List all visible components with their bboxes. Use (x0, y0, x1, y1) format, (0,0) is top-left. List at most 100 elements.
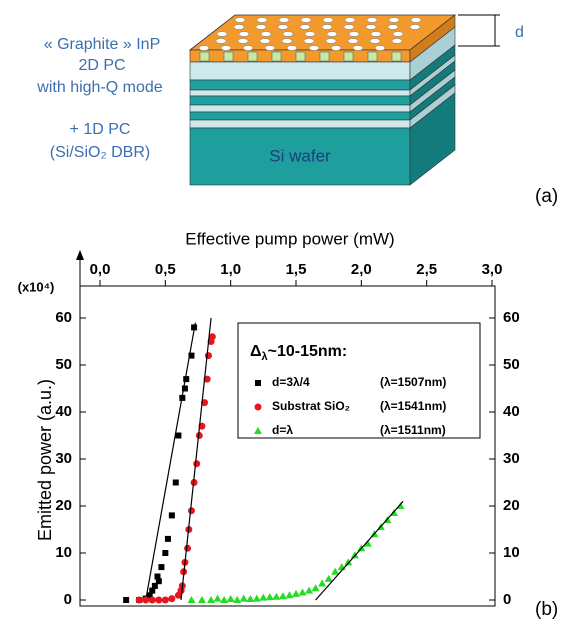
hole (410, 25, 420, 30)
y-tick-label: 30 (55, 450, 72, 467)
hole (344, 25, 354, 30)
hole (348, 39, 358, 44)
layer (190, 120, 410, 128)
x-tick-label: 1,5 (286, 261, 307, 278)
point (162, 550, 168, 556)
hole (392, 39, 402, 44)
fit-line (146, 323, 196, 600)
point (205, 352, 212, 359)
point (255, 380, 261, 386)
point (299, 588, 307, 595)
hole (322, 25, 332, 30)
panel-label: (a) (535, 186, 558, 207)
hole (217, 32, 227, 37)
wafer-label: Si wafer (269, 146, 331, 165)
y-tick-label: 20 (55, 497, 72, 514)
y-tick-label: 50 (55, 356, 72, 373)
layer (190, 105, 410, 112)
arrow-head (76, 250, 84, 260)
legend-title-part: ~10-15nm: (268, 343, 348, 360)
y-tick-label: 20 (503, 497, 520, 514)
label: 2D PC (78, 57, 125, 74)
point (123, 597, 129, 603)
point (214, 595, 222, 602)
diagram: « Graphite » InP 2D PC with high-Q mode … (36, 15, 558, 207)
y-tick-label: 60 (55, 309, 72, 326)
y-tick-label: 10 (503, 544, 520, 561)
y-tick-label: 30 (503, 450, 520, 467)
hole (265, 46, 275, 51)
x-tick-label: 0,0 (90, 261, 111, 278)
y-tick-label: 50 (503, 356, 520, 373)
label: with high-Q mode (36, 79, 162, 96)
legend-wavelength: (λ=1541nm) (380, 399, 446, 413)
pillar (344, 52, 353, 61)
hole (238, 39, 248, 44)
hole (279, 18, 289, 23)
point (292, 590, 300, 597)
point (187, 596, 195, 603)
point (156, 578, 162, 584)
point (188, 507, 195, 514)
hole (411, 18, 421, 23)
hole (388, 25, 398, 30)
hole (323, 18, 333, 23)
hole (366, 25, 376, 30)
point (266, 593, 274, 600)
hole (256, 25, 266, 30)
hole (309, 46, 319, 51)
thickness-label: d (515, 24, 524, 41)
y-tick-label: 0 (64, 591, 72, 608)
hole (239, 32, 249, 37)
legend-title-part: Δ (250, 343, 262, 360)
legend-label: d=λ (272, 423, 293, 437)
layer (190, 62, 410, 80)
hole (375, 46, 385, 51)
point (305, 587, 313, 594)
hole (235, 18, 245, 23)
point (175, 433, 181, 439)
figure: « Graphite » InP 2D PC with high-Q mode … (0, 0, 574, 626)
hole (283, 32, 293, 37)
hole (331, 46, 341, 51)
pillar (392, 52, 401, 61)
layer (190, 80, 410, 90)
point (285, 591, 293, 598)
hole (221, 46, 231, 51)
point (272, 593, 280, 600)
hole (371, 32, 381, 37)
hole (301, 18, 311, 23)
hole (345, 18, 355, 23)
point (312, 584, 320, 591)
y-axis-title: Emitted power (a.u.) (35, 379, 55, 541)
hole (300, 25, 310, 30)
hole (353, 46, 363, 51)
point (255, 404, 262, 411)
point (158, 564, 164, 570)
x-tick-label: 2,5 (416, 261, 437, 278)
point (169, 512, 175, 518)
point (193, 460, 200, 467)
y-tick-label: 60 (503, 309, 520, 326)
point (198, 596, 206, 603)
hole (199, 46, 209, 51)
hole (393, 32, 403, 37)
y-multiplier: (x10⁴) (18, 279, 55, 294)
point (149, 597, 156, 604)
legend-label: d=3λ/4 (272, 375, 310, 389)
x-axis-title: Effective pump power (mW) (185, 229, 394, 248)
x-tick-label: 1,0 (220, 261, 241, 278)
point (240, 595, 248, 602)
point (184, 545, 191, 552)
y-tick-label: 40 (503, 403, 520, 420)
point (165, 536, 171, 542)
point (318, 580, 326, 587)
y-tick-label: 10 (55, 544, 72, 561)
legend-wavelength: (λ=1511nm) (380, 423, 446, 437)
layer (190, 112, 410, 120)
hole (349, 32, 359, 37)
hole (326, 39, 336, 44)
x-tick-label: 3,0 (482, 261, 503, 278)
legend-label: Substrat SiO₂ (272, 399, 350, 413)
hole (367, 18, 377, 23)
